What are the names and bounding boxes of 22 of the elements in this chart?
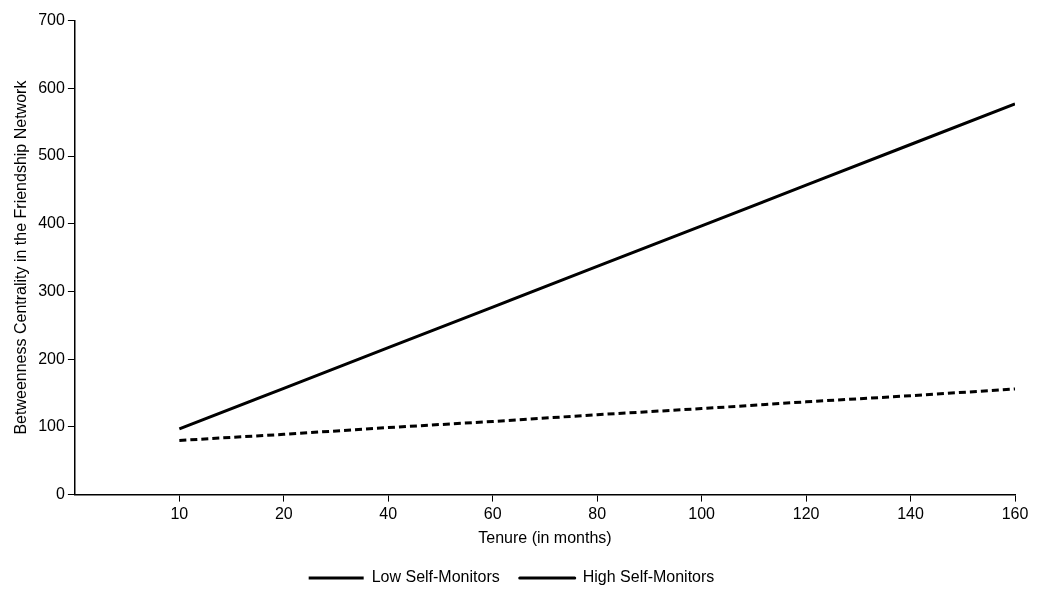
x-tick-label: 120 — [792, 504, 820, 522]
y-tick-label: 0 — [55, 485, 65, 503]
y-tick-label: 300 — [38, 281, 65, 299]
x-tick-label: 40 — [379, 504, 398, 522]
x-tick-label: 10 — [170, 504, 189, 522]
legend-label: Low Self-Monitors — [371, 568, 500, 586]
y-tick-label: 600 — [38, 78, 65, 96]
y-tick-label: 100 — [38, 417, 65, 435]
x-tick-label: 80 — [588, 504, 607, 522]
x-tick-label: 140 — [897, 504, 924, 522]
legend-label: High Self-Monitors — [582, 568, 715, 586]
x-tick-label: 160 — [1001, 504, 1029, 522]
line-series — [177, 387, 1015, 442]
y-tick-label: 400 — [38, 214, 65, 232]
x-tick-label: 60 — [483, 504, 502, 522]
x-tick-label: 20 — [274, 504, 293, 522]
x-axis-title: Tenure (in months) — [478, 528, 612, 546]
x-tick-label: 100 — [688, 504, 716, 522]
y-tick-label: 500 — [38, 146, 65, 164]
y-tick-label: 200 — [38, 349, 65, 367]
y-axis-title: Betweenness Centrality in the Friendship Network — [12, 79, 30, 435]
y-tick-label: 700 — [38, 11, 65, 29]
